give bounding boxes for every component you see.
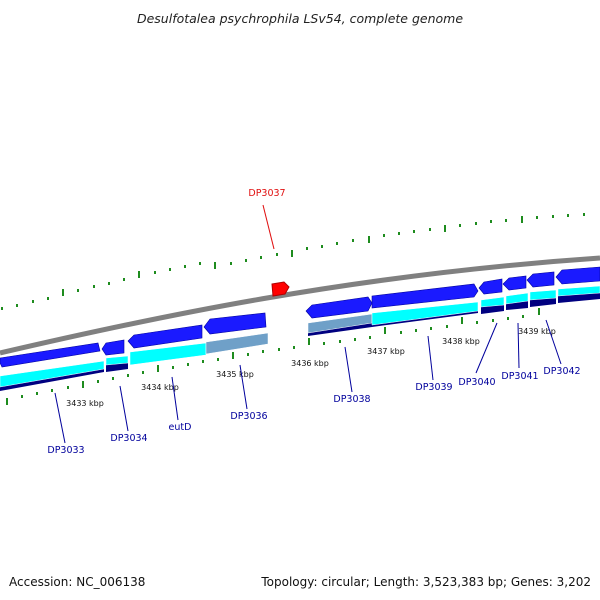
gene-label-leaders <box>54 319 562 444</box>
accession-text: Accession: NC_006138 <box>9 575 145 589</box>
gene-label-dp3034[interactable]: DP3034 <box>110 433 147 444</box>
gene-label-dp3033[interactable]: DP3033 <box>47 445 84 456</box>
genome-summary-text: Topology: circular; Length: 3,523,383 bp… <box>260 575 591 589</box>
scale-label: 3435 kbp <box>216 370 254 379</box>
gene-label-dp3036[interactable]: DP3036 <box>230 411 267 422</box>
gene-arrow-track[interactable] <box>0 266 600 368</box>
gene-label-dp3038[interactable]: DP3038 <box>333 394 370 405</box>
gene-label-eutd[interactable]: eutD <box>169 422 192 433</box>
scale-label: 3437 kbp <box>367 347 405 356</box>
scale-label: 3433 kbp <box>66 399 104 408</box>
dp3037-gene-marker[interactable] <box>271 281 290 297</box>
gene-label-dp3040[interactable]: DP3040 <box>458 377 495 388</box>
cds-track <box>0 285 600 388</box>
inner-tick-track <box>6 308 540 405</box>
gene-label-dp3041[interactable]: DP3041 <box>501 371 538 382</box>
genome-backbone <box>0 255 600 356</box>
scale-label: 3434 kbp <box>141 383 179 392</box>
scale-label: 3436 kbp <box>291 359 329 368</box>
dp3037-leader-line <box>262 204 275 250</box>
gene-label-dp3042[interactable]: DP3042 <box>543 366 580 377</box>
outer-tick-track <box>1 213 585 310</box>
figure-title: Desulfotalea psychrophila LSv54, complet… <box>137 11 463 26</box>
scale-label: 3438 kbp <box>442 337 480 346</box>
gene-label-dp3039[interactable]: DP3039 <box>415 382 452 393</box>
scale-label: 3439 kbp <box>518 327 556 336</box>
gene-label-dp3037[interactable]: DP3037 <box>248 188 285 199</box>
